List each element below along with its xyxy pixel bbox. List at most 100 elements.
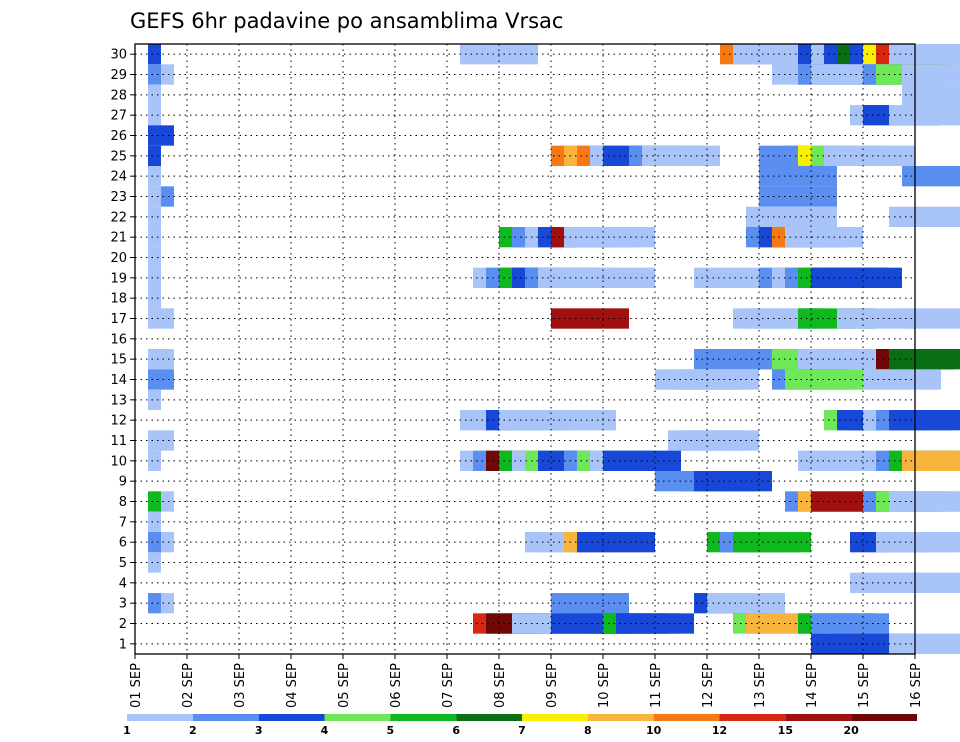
y-tick-label: 5 <box>119 556 127 571</box>
legend-label: 2 <box>189 724 197 737</box>
heatmap-cell <box>148 511 161 532</box>
y-tick-label: 26 <box>110 129 127 144</box>
y-tick-label: 15 <box>110 353 127 368</box>
y-axis: 1234567891011121314151617181920212223242… <box>110 48 135 652</box>
heatmap-cell <box>863 369 941 390</box>
heatmap-cell <box>148 84 161 105</box>
y-tick-label: 21 <box>110 231 127 246</box>
heatmap-cell <box>577 532 655 553</box>
heatmap-cell <box>577 227 655 248</box>
y-tick-label: 19 <box>110 271 127 286</box>
x-tick-label: 12 SEP <box>701 663 716 708</box>
heatmap-cell <box>616 613 694 634</box>
gridlines <box>135 44 915 654</box>
heatmap-cell <box>681 430 759 451</box>
legend-swatch <box>258 714 325 721</box>
y-tick-label: 13 <box>110 393 127 408</box>
heatmap-cell <box>161 593 174 614</box>
heatmap-cell <box>148 593 161 614</box>
x-tick-label: 03 SEP <box>233 663 248 708</box>
heatmap-cell <box>161 64 174 85</box>
x-tick-label: 14 SEP <box>805 663 820 708</box>
heatmap-cell <box>759 166 837 187</box>
legend-label: 1 <box>123 724 131 737</box>
x-tick-label: 08 SEP <box>493 663 508 708</box>
x-tick-label: 10 SEP <box>597 663 612 708</box>
heatmap-cell <box>148 145 161 166</box>
heatmap-cell <box>148 64 161 85</box>
heatmap-cell <box>148 552 161 573</box>
heatmap-cell <box>889 206 960 227</box>
y-tick-label: 20 <box>110 251 127 266</box>
heatmap-cell <box>161 491 174 512</box>
y-tick-label: 6 <box>119 536 127 551</box>
x-tick-label: 05 SEP <box>337 663 352 708</box>
heatmap-cell <box>902 64 960 85</box>
heatmap-cell <box>798 450 876 471</box>
y-tick-label: 7 <box>119 515 127 530</box>
color-legend: 1 2 3 4 5 6 7 8 10 12 15 20 <box>123 714 917 737</box>
heatmap-cell <box>148 267 161 288</box>
y-tick-label: 24 <box>110 170 127 185</box>
legend-swatch <box>653 714 720 721</box>
y-tick-label: 9 <box>119 475 127 490</box>
heatmap-cell <box>889 633 960 654</box>
heatmap-cell <box>148 491 161 512</box>
y-tick-label: 2 <box>119 617 127 632</box>
heatmap-cell <box>161 369 174 390</box>
plot-frame <box>134 43 916 655</box>
heatmap-cell <box>889 105 960 126</box>
x-tick-label: 11 SEP <box>649 663 664 708</box>
legend-swatch <box>390 714 457 721</box>
heatmap-cell <box>902 84 960 105</box>
y-tick-label: 18 <box>110 292 127 307</box>
x-tick-label: 13 SEP <box>753 663 768 708</box>
y-tick-label: 1 <box>119 637 127 652</box>
y-tick-label: 4 <box>119 576 127 591</box>
heatmap-cell <box>694 267 772 288</box>
legend-label: 15 <box>778 724 793 737</box>
heatmap-cell <box>538 410 616 431</box>
heatmap-cell <box>837 308 915 329</box>
y-tick-label: 27 <box>110 109 127 124</box>
legend-label: 3 <box>255 724 263 737</box>
chart-title: GEFS 6hr padavine po ansamblima Vrsac <box>130 9 563 33</box>
heatmap-cell <box>902 308 960 329</box>
legend-label: 4 <box>321 724 329 737</box>
legend-swatch <box>851 714 917 721</box>
heatmap-cell <box>161 186 174 207</box>
heatmap-cell <box>148 288 161 309</box>
y-tick-label: 22 <box>110 210 127 225</box>
y-tick-label: 30 <box>110 48 127 63</box>
heatmap-cell <box>694 471 772 492</box>
legend-swatch <box>785 714 852 721</box>
legend-label: 7 <box>518 724 526 737</box>
x-tick-label: 15 SEP <box>857 663 872 708</box>
y-tick-label: 23 <box>110 190 127 205</box>
heatmap-cell <box>148 430 161 451</box>
x-tick-label: 16 SEP <box>909 663 924 708</box>
legend-label: 8 <box>584 724 592 737</box>
y-tick-label: 14 <box>110 373 127 388</box>
x-tick-label: 01 SEP <box>129 663 144 708</box>
heatmap-cell <box>798 349 876 370</box>
y-tick-label: 8 <box>119 495 127 510</box>
heatmap-cell <box>148 105 161 126</box>
heatmap-cell <box>148 44 161 65</box>
heatmap-cell <box>889 532 960 553</box>
heatmap-cell <box>577 267 655 288</box>
heatmap-cell <box>148 125 161 146</box>
legend-swatch <box>587 714 654 721</box>
y-tick-label: 3 <box>119 597 127 612</box>
heatmap-cell <box>551 308 629 329</box>
heatmap-cell <box>148 247 161 268</box>
legend-swatch <box>719 714 786 721</box>
heatmap-cell <box>694 349 772 370</box>
heatmap-cell <box>759 206 837 227</box>
heatmap-cell <box>902 166 960 187</box>
x-tick-label: 07 SEP <box>441 663 456 708</box>
heatmap-cell <box>902 450 960 471</box>
heatmap-cell <box>148 349 161 370</box>
y-tick-label: 29 <box>110 68 127 83</box>
